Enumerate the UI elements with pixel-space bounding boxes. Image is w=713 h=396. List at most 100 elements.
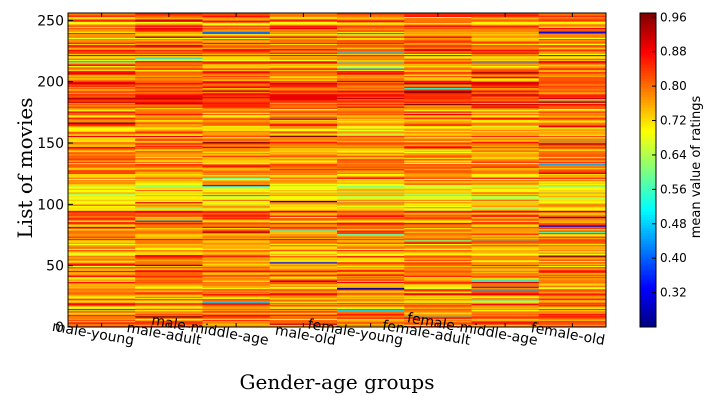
heatmap-cell — [68, 309, 136, 312]
heatmap-cell — [269, 286, 338, 289]
colorbar-gradient-step — [640, 54, 656, 58]
heatmap-cell — [269, 280, 338, 282]
heatmap-cell — [269, 111, 338, 113]
heatmap-cell — [135, 65, 203, 68]
heatmap-cell — [202, 302, 271, 304]
heatmap-cell — [337, 134, 405, 136]
heatmap-cell — [135, 311, 203, 313]
heatmap-cell — [135, 287, 203, 290]
heatmap-cell — [68, 71, 136, 74]
heatmap-cell — [404, 133, 472, 135]
heatmap-cell — [538, 275, 607, 278]
heatmap-cell — [538, 130, 607, 133]
heatmap-cell — [337, 274, 405, 276]
heatmap-cell — [269, 134, 338, 136]
heatmap-cell — [202, 268, 271, 270]
heatmap-cell — [404, 232, 472, 235]
heatmap-cell — [135, 59, 203, 62]
heatmap-cell — [68, 253, 136, 255]
colorbar-tick-label: 0.80 — [660, 79, 687, 93]
heatmap-cell — [269, 233, 338, 236]
heatmap-cell — [269, 308, 338, 311]
heatmap-cell — [202, 87, 271, 90]
heatmap-cell — [202, 20, 271, 22]
heatmap-cell — [404, 253, 472, 255]
heatmap-cell — [202, 33, 271, 36]
heatmap-cell — [68, 64, 136, 67]
heatmap-cell — [471, 282, 540, 285]
heatmap-cell — [404, 222, 472, 225]
heatmap-cell — [202, 76, 271, 79]
heatmap-cell — [471, 261, 540, 264]
heatmap-cell — [269, 108, 338, 111]
heatmap-cell — [202, 91, 271, 94]
heatmap-cell — [337, 182, 405, 184]
heatmap-cell — [471, 53, 540, 56]
heatmap-cell — [471, 43, 540, 46]
heatmap-cell — [135, 31, 203, 33]
heatmap-cell — [269, 210, 338, 213]
heatmap-cell — [471, 185, 540, 188]
heatmap-cell — [404, 35, 472, 37]
heatmap-cell — [269, 85, 338, 87]
heatmap-cell — [471, 214, 540, 216]
heatmap-cell — [404, 235, 472, 237]
heatmap-cell — [68, 140, 136, 143]
heatmap-cell — [135, 215, 203, 217]
heatmap-cell — [202, 225, 271, 227]
heatmap-cell — [135, 49, 203, 52]
colorbar-gradient-step — [640, 86, 656, 90]
heatmap-cell — [269, 201, 338, 204]
heatmap-cell — [471, 303, 540, 306]
heatmap-cells — [68, 13, 607, 328]
heatmap-cell — [404, 53, 472, 56]
heatmap-cell — [269, 178, 338, 181]
heatmap-cell — [202, 189, 271, 192]
heatmap-cell — [202, 259, 271, 262]
heatmap-cell — [68, 28, 136, 31]
heatmap-cell — [202, 102, 271, 105]
heatmap-cell — [471, 156, 540, 159]
heatmap-cell — [538, 239, 607, 242]
heatmap-cell — [538, 31, 607, 33]
heatmap-cell — [471, 179, 540, 182]
heatmap-cell — [404, 300, 472, 302]
heatmap-cell — [404, 212, 472, 215]
heatmap-cell — [538, 157, 607, 160]
heatmap-cell — [404, 104, 472, 107]
heatmap-cell — [538, 146, 607, 149]
heatmap-cell — [404, 315, 472, 318]
colorbar-gradient-step — [640, 316, 656, 320]
heatmap-cell — [404, 204, 472, 206]
heatmap-cell — [135, 113, 203, 116]
colorbar-gradient-step — [640, 232, 656, 236]
heatmap-cell — [135, 96, 203, 98]
heatmap-cell — [471, 249, 540, 252]
heatmap-cell — [68, 237, 136, 239]
heatmap-cell — [269, 271, 338, 274]
heatmap-cell — [471, 260, 540, 263]
heatmap-cell — [471, 312, 540, 314]
colorbar-gradient-step — [640, 109, 656, 113]
heatmap-cell — [538, 320, 607, 323]
heatmap-cell — [471, 150, 540, 152]
heatmap-cell — [68, 144, 136, 146]
heatmap-cell — [471, 296, 540, 298]
heatmap-cell — [135, 290, 203, 292]
heatmap-cell — [337, 70, 405, 73]
heatmap-cell — [202, 118, 271, 121]
heatmap-cell — [404, 60, 472, 63]
heatmap-cell — [135, 124, 203, 127]
heatmap-cell — [471, 275, 540, 278]
heatmap-cell — [538, 215, 607, 217]
heatmap-cell — [538, 74, 607, 76]
heatmap-cell — [135, 196, 203, 199]
heatmap-cell — [135, 223, 203, 226]
heatmap-cell — [404, 199, 472, 201]
heatmap-cell — [135, 109, 203, 112]
heatmap-cell — [202, 312, 271, 314]
heatmap-cell — [337, 315, 405, 318]
heatmap-cell — [538, 258, 607, 260]
heatmap-cell — [269, 112, 338, 114]
heatmap-cell — [135, 74, 203, 76]
